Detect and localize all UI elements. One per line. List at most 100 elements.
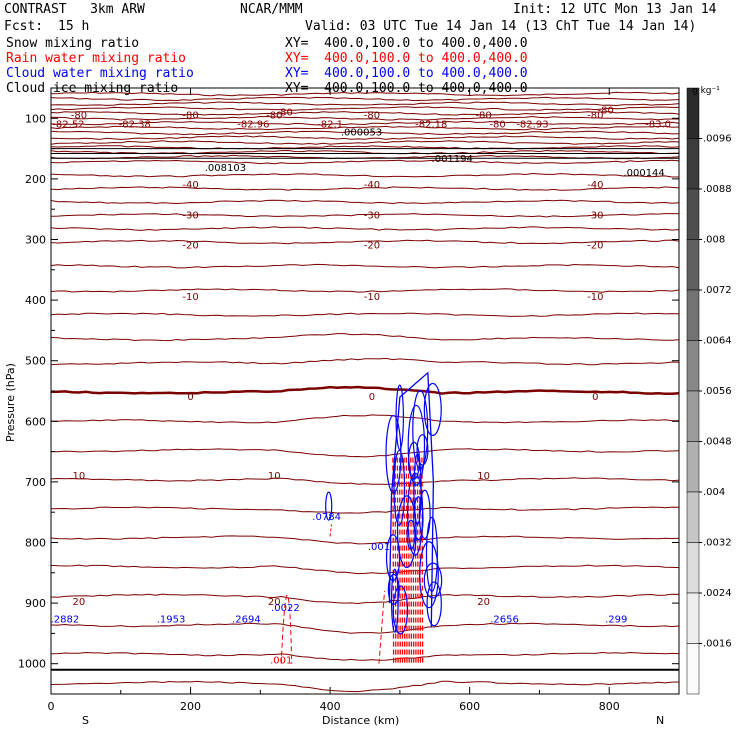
y-tick-label: 200 <box>25 173 46 186</box>
isotherm-line <box>51 448 679 458</box>
y-tick-label: 1000 <box>18 658 46 671</box>
model-title: CONTRAST 3km ARW <box>4 2 145 17</box>
colorbar-swatch <box>686 441 700 493</box>
y-axis-title: Pressure (hPa) <box>4 363 17 442</box>
colorbar-swatch <box>686 138 700 190</box>
colorbar-swatch <box>686 239 700 291</box>
rain-contour <box>329 524 333 537</box>
x-tick-label: 400 <box>320 700 341 713</box>
cloud-contour <box>412 390 429 470</box>
colorbar-swatch <box>686 188 700 240</box>
cloud-contour <box>426 581 442 627</box>
isotherm-line <box>51 96 679 102</box>
x-axis-title: Distance (km) <box>322 714 399 727</box>
y-tick-label: 400 <box>25 294 46 307</box>
isotherm-line <box>51 106 679 111</box>
isotherm-label: -10 <box>364 292 380 303</box>
isotherm-line <box>51 120 679 126</box>
south-label: S <box>82 714 89 727</box>
value-annotation: .299 <box>605 614 627 625</box>
value-annotation: .000053 <box>341 127 382 138</box>
isotherm-line <box>51 385 679 395</box>
field-cloud-water-xy: XY= 400.0,100.0 to 400.0,400.0 <box>285 66 528 81</box>
isotherm-label: -20 <box>364 241 380 252</box>
isotherm-label: 0 <box>369 392 375 403</box>
isotherm-label: 0 <box>187 392 193 403</box>
isotherm-label: 20 <box>477 597 490 608</box>
cloud-contour <box>416 434 429 466</box>
isotherm-line <box>51 680 679 693</box>
colorbar-label: .008 <box>703 235 725 246</box>
isotherm-label: -10 <box>587 292 603 303</box>
init-time: Init: 12 UTC Mon 13 Jan 14 <box>513 2 717 17</box>
rain-contour <box>280 595 293 664</box>
isotherm-label: -80 <box>71 110 87 121</box>
isotherm-line <box>51 239 679 245</box>
isotherm-label: -30 <box>364 210 380 221</box>
x-tick-label: 800 <box>599 700 620 713</box>
isotherm-label: 20 <box>73 597 86 608</box>
isotherm-line <box>51 145 679 150</box>
field-rain: Rain water mixing ratio <box>6 51 187 66</box>
isotherm-line <box>51 186 679 191</box>
isotherm-label: 10 <box>73 471 86 482</box>
cloud-contour <box>388 371 435 628</box>
value-annotation: -83.0 <box>645 119 671 130</box>
isotherm-label: -20 <box>587 241 603 252</box>
y-tick-label: 800 <box>25 537 46 550</box>
value-annotation: -82.18 <box>415 119 447 130</box>
isotherm-line <box>51 312 679 317</box>
isotherm-label: -30 <box>182 210 198 221</box>
value-annotation: .001 <box>270 656 292 667</box>
value-annotation: .001194 <box>432 154 473 165</box>
colorbar-swatch <box>686 289 700 341</box>
value-annotation: -82.93 <box>516 119 548 130</box>
isotherm-line <box>51 172 679 178</box>
value-annotation: -80 <box>277 107 293 118</box>
rain-contour <box>405 457 408 664</box>
isotherm-line <box>51 91 679 97</box>
value-annotation: -82.1 <box>317 119 343 130</box>
y-tick-label: 100 <box>25 112 46 125</box>
value-annotation: .2882 <box>51 614 80 625</box>
colorbar-swatch <box>686 542 700 594</box>
colorbar-swatch <box>686 390 700 442</box>
isotherm-line <box>51 159 679 165</box>
isotherm-line <box>51 101 679 107</box>
field-cloud-water: Cloud water mixing ratio <box>6 66 194 81</box>
isotherm-label: 20 <box>268 597 281 608</box>
isotherm-label: -80 <box>266 110 282 121</box>
colorbar-label: .0096 <box>703 134 732 145</box>
rain-contour <box>421 457 424 664</box>
colorbar-label: .0088 <box>703 184 732 195</box>
forecast-label: Fcst: <box>4 19 44 34</box>
value-annotation: .008103 <box>205 163 246 174</box>
colorbar-label: .0056 <box>703 386 732 397</box>
cloud-contour <box>407 404 426 486</box>
isotherm-line <box>51 140 679 145</box>
isotherm-label: 10 <box>268 471 281 482</box>
y-tick-label: 700 <box>25 476 46 489</box>
field-snow: Snow mixing ratio <box>6 36 140 51</box>
cloud-contour <box>413 453 422 526</box>
isotherm-line <box>51 135 679 140</box>
colorbar-label: .0064 <box>703 336 732 347</box>
cloud-contour <box>325 491 333 521</box>
isotherm-label: -20 <box>182 241 198 252</box>
organization: NCAR/MMM <box>240 2 303 17</box>
valid-time: Valid: 03 UTC Tue 14 Jan 14 (13 ChT Tue … <box>305 19 697 34</box>
isotherm-label: -80 <box>364 110 380 121</box>
isotherm-line <box>51 333 679 342</box>
x-tick-label: 600 <box>459 700 480 713</box>
field-rain-xy: XY= 400.0,100.0 to 400.0,400.0 <box>285 51 528 66</box>
isotherm-line <box>51 288 679 293</box>
value-annotation: .0022 <box>271 603 300 614</box>
isotherm-line <box>51 535 679 545</box>
rain-contour <box>394 457 397 664</box>
colorbar-label: .0032 <box>703 538 732 549</box>
isotherm-line <box>51 651 679 661</box>
isotherm-label: 10 <box>477 471 490 482</box>
cloud-contour <box>385 414 402 494</box>
isotherm-label: -10 <box>182 292 198 303</box>
field-snow-xy: XY= 400.0,100.0 to 400.0,400.0 <box>285 36 528 51</box>
